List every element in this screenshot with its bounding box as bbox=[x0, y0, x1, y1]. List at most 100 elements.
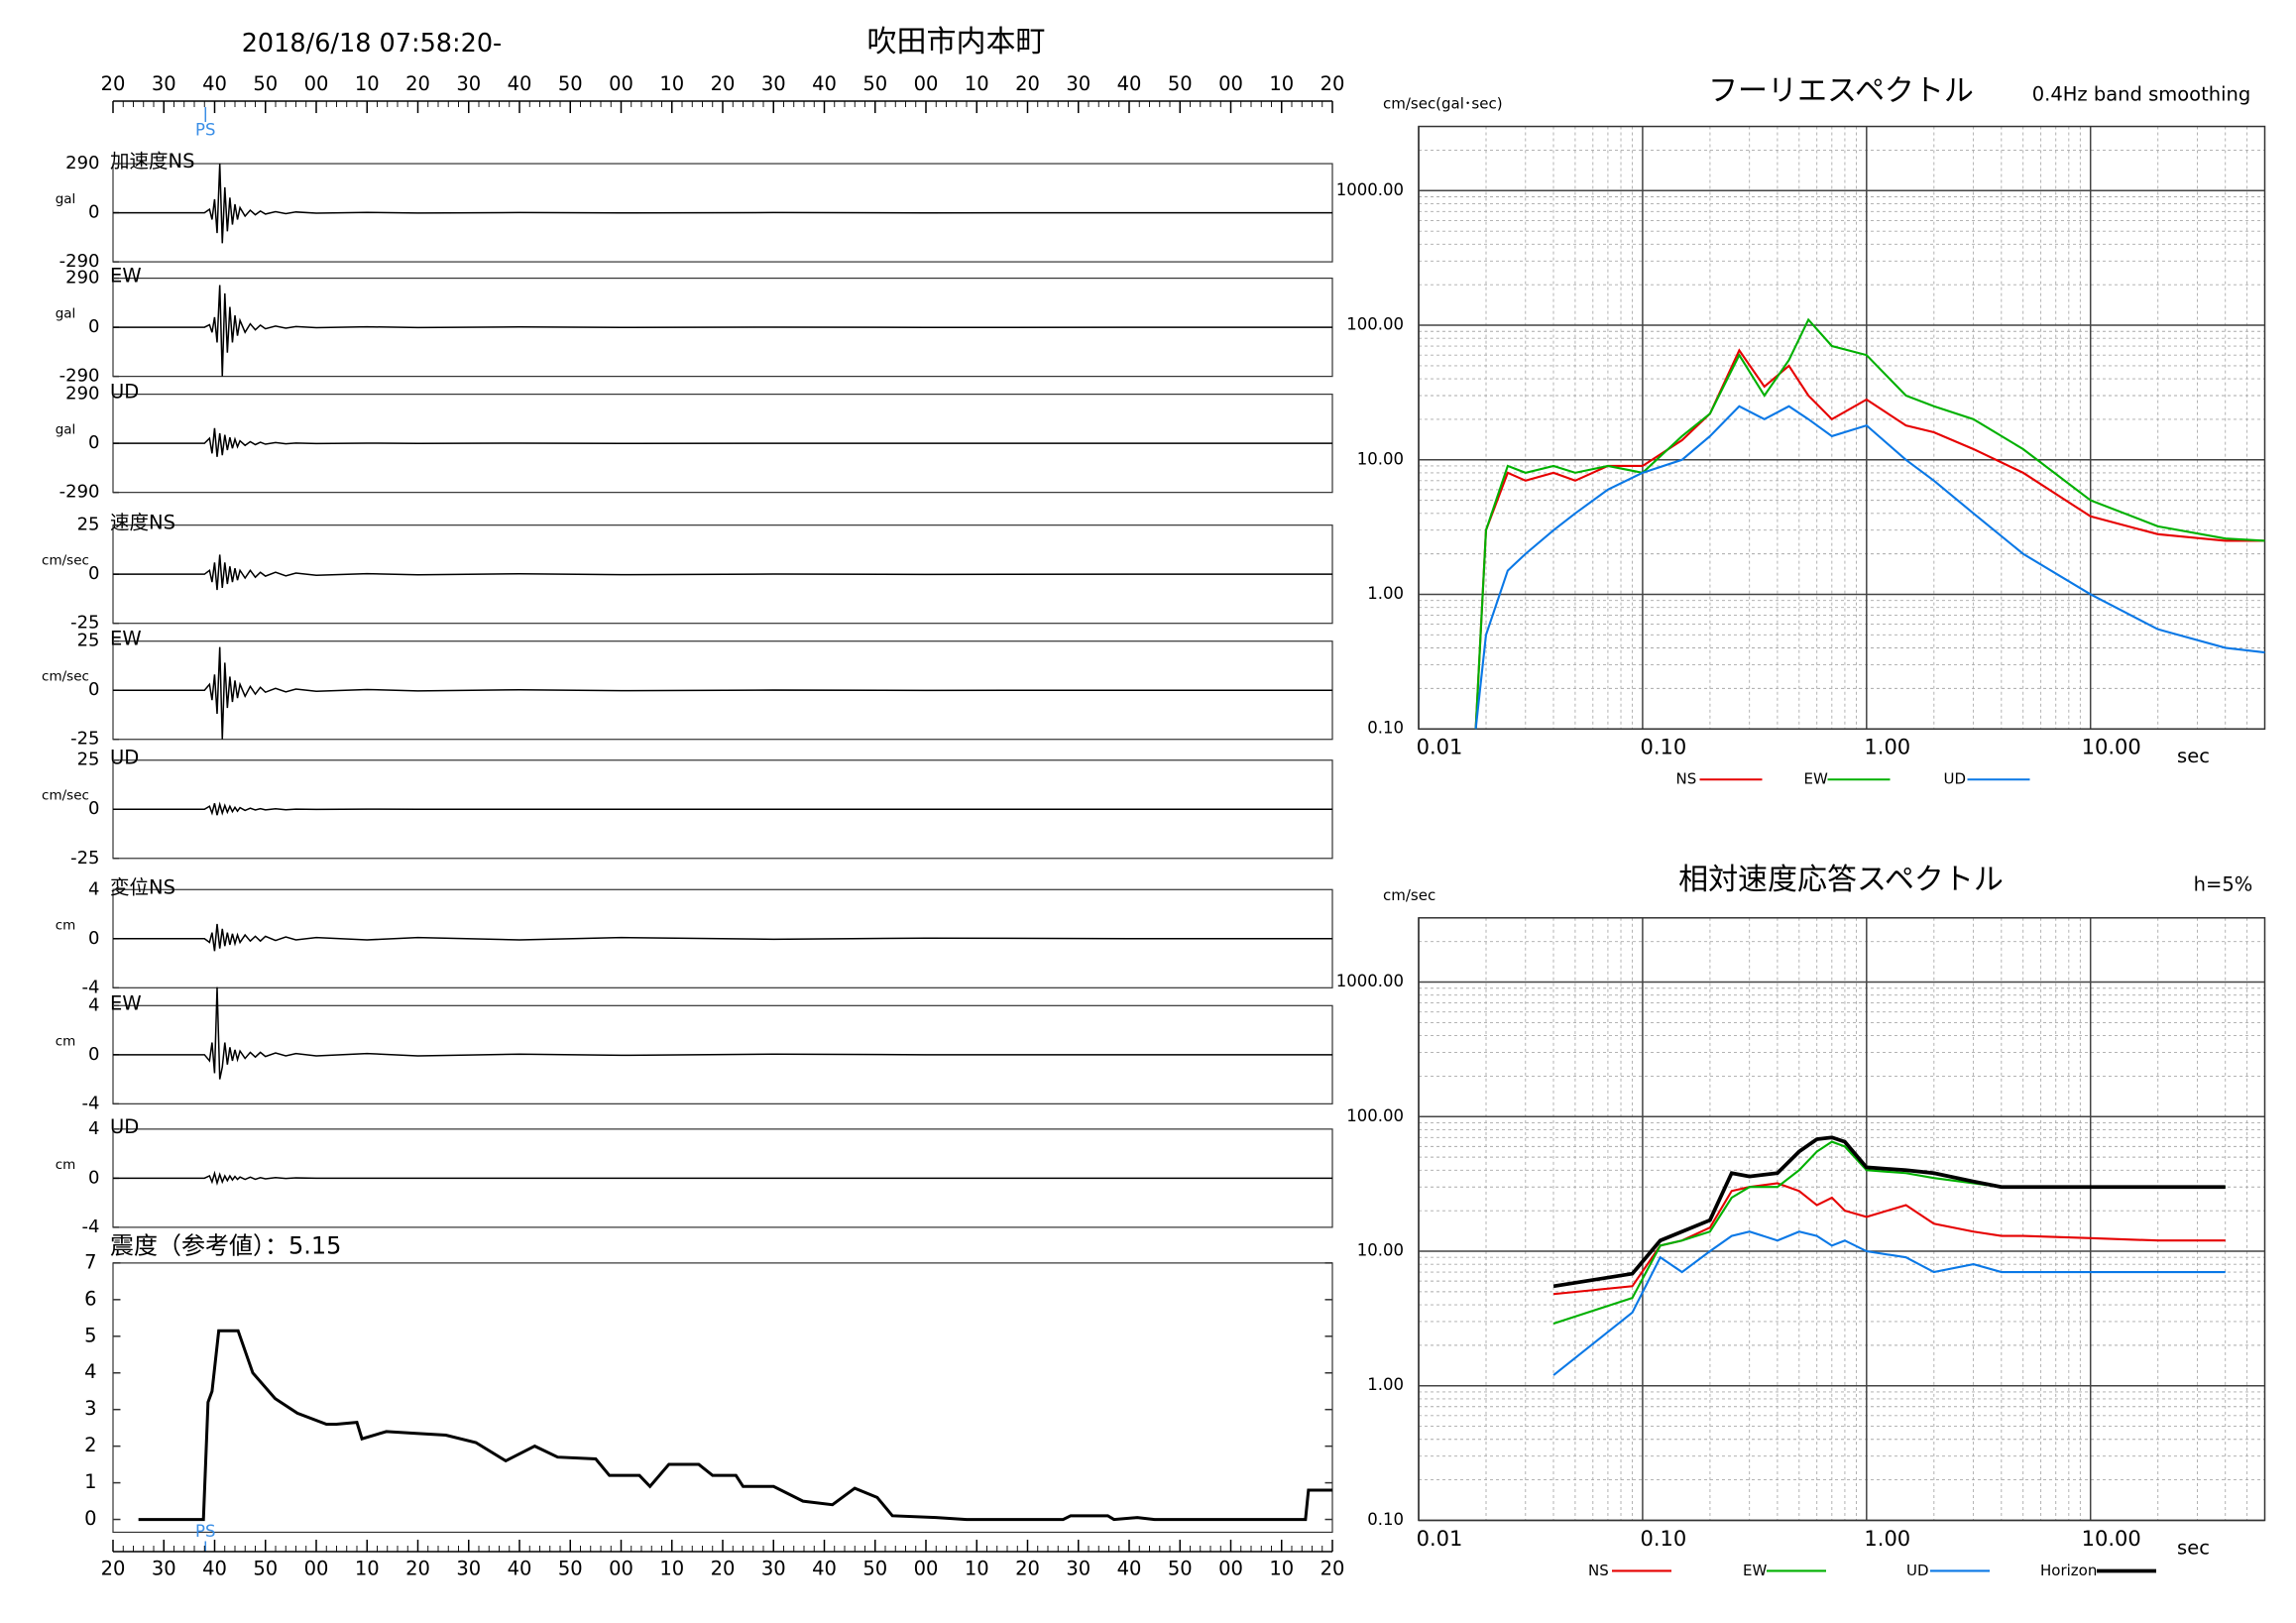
y-tick-label: 100.00 bbox=[1346, 315, 1404, 334]
x-tick-label: 50 bbox=[862, 1557, 887, 1579]
y-tick-label: 1 bbox=[84, 1470, 96, 1493]
x-tick-label: 50 bbox=[1168, 1557, 1193, 1579]
ps-label: PS bbox=[195, 1522, 215, 1541]
waveform bbox=[113, 801, 1332, 816]
spectrum-title: フーリエスペクトル bbox=[1708, 74, 1974, 109]
unit-label: gal bbox=[56, 306, 76, 322]
legend-label: EW bbox=[1743, 1562, 1767, 1579]
x-tick-label: 30 bbox=[761, 1557, 786, 1579]
x-tick-label: 30 bbox=[152, 1557, 176, 1579]
x-tick-label: 00 bbox=[304, 1557, 329, 1579]
y-tick-label: 4 bbox=[88, 878, 99, 899]
y-tick-label: 25 bbox=[77, 515, 100, 535]
unit-label: cm/sec bbox=[42, 669, 89, 685]
y-tick-label: 3 bbox=[84, 1397, 96, 1420]
spectrum-title: 相対速度応答スペクトル bbox=[1678, 863, 2004, 897]
y-tick-label: -290 bbox=[59, 482, 100, 503]
y-tick-label: 290 bbox=[65, 268, 99, 289]
panel-name: 速度NS bbox=[110, 512, 175, 534]
panel-name: 加速度NS bbox=[110, 150, 194, 173]
waveform bbox=[113, 427, 1332, 457]
x-tick-label: 30 bbox=[152, 72, 176, 95]
y-tick-label: -290 bbox=[59, 251, 100, 272]
x-tick-label: 40 bbox=[508, 72, 532, 95]
panel-name: EW bbox=[110, 265, 142, 288]
y-tick-label: 0 bbox=[88, 563, 99, 584]
y-tick-label: 100.00 bbox=[1346, 1106, 1404, 1125]
x-tick-label: 40 bbox=[508, 1557, 532, 1579]
panel-name: EW bbox=[110, 628, 142, 650]
x-tick-label: 0.10 bbox=[1641, 1527, 1687, 1551]
panel-name: UD bbox=[110, 381, 139, 404]
y-tick-label: 1000.00 bbox=[1336, 180, 1404, 199]
waveform bbox=[113, 1170, 1332, 1187]
unit-label: gal bbox=[56, 191, 76, 207]
intensity-title: 震度（参考値）：5.15 bbox=[110, 1231, 341, 1259]
y-tick-label: 0 bbox=[88, 316, 99, 337]
spectrum-line bbox=[1552, 1182, 2226, 1296]
y-tick-label: 0 bbox=[88, 798, 99, 819]
x-tick-label: 50 bbox=[558, 72, 583, 95]
spectrum-line bbox=[1552, 1230, 2226, 1376]
y-tick-label: -4 bbox=[82, 977, 100, 997]
x-tick-label: 40 bbox=[812, 1557, 837, 1579]
x-tick-label: 00 bbox=[1218, 72, 1243, 95]
x-tick-label: 30 bbox=[456, 72, 481, 95]
x-tick-label: 1.00 bbox=[1864, 736, 1910, 759]
x-tick-label: 10 bbox=[659, 72, 684, 95]
x-tick-label: 50 bbox=[558, 1557, 583, 1579]
y-tick-label: 0 bbox=[88, 928, 99, 949]
y-unit: cm/sec bbox=[1383, 886, 1435, 904]
x-tick-label: 00 bbox=[304, 72, 329, 95]
x-tick-label: 20 bbox=[101, 72, 126, 95]
x-tick-label: 20 bbox=[1015, 1557, 1040, 1579]
legend-label: NS bbox=[1588, 1562, 1609, 1579]
x-tick-label: 00 bbox=[609, 1557, 633, 1579]
y-tick-label: 0 bbox=[88, 202, 99, 223]
y-tick-label: 4 bbox=[88, 1118, 99, 1139]
unit-label: cm bbox=[56, 1033, 76, 1049]
x-tick-label: 20 bbox=[405, 72, 430, 95]
y-tick-label: 0.10 bbox=[1367, 719, 1404, 738]
x-tick-label: 0.10 bbox=[1641, 736, 1687, 759]
y-tick-label: 0 bbox=[88, 1044, 99, 1065]
y-tick-label: 6 bbox=[84, 1287, 96, 1310]
y-tick-label: -4 bbox=[82, 1217, 100, 1237]
y-tick-label: 2 bbox=[84, 1434, 96, 1456]
x-tick-label: 10 bbox=[1269, 72, 1294, 95]
spectrum-line bbox=[1474, 317, 2265, 730]
x-tick-label: 30 bbox=[1066, 72, 1091, 95]
panel-name: 変位NS bbox=[110, 875, 175, 898]
ps-label: PS bbox=[195, 121, 215, 140]
y-unit: cm/sec(gal･sec) bbox=[1383, 95, 1503, 113]
legend-label: Horizon bbox=[2040, 1562, 2097, 1579]
panel-name: EW bbox=[110, 991, 142, 1014]
spectrum-line bbox=[1474, 348, 2265, 730]
x-tick-label: 50 bbox=[253, 72, 278, 95]
y-tick-label: 1.00 bbox=[1367, 584, 1404, 603]
y-tick-label: 0.10 bbox=[1367, 1510, 1404, 1529]
y-tick-label: 1.00 bbox=[1367, 1375, 1404, 1394]
y-tick-label: 290 bbox=[65, 384, 99, 405]
x-tick-label: 00 bbox=[914, 72, 939, 95]
x-tick-label: 50 bbox=[862, 72, 887, 95]
x-tick-label: 00 bbox=[914, 1557, 939, 1579]
legend-label: UD bbox=[1906, 1562, 1929, 1579]
station: 吹田市内本町 bbox=[867, 25, 1046, 59]
x-tick-label: 10 bbox=[355, 72, 380, 95]
unit-label: cm/sec bbox=[42, 553, 89, 569]
panel-frame bbox=[112, 1262, 1333, 1534]
waveform bbox=[113, 986, 1332, 1080]
x-tick-label: 20 bbox=[101, 1557, 126, 1579]
intensity-line bbox=[138, 1329, 1332, 1522]
x-tick-label: 30 bbox=[1066, 1557, 1091, 1579]
y-tick-label: 10.00 bbox=[1357, 449, 1404, 468]
y-tick-label: -25 bbox=[70, 729, 99, 750]
x-tick-label: 1.00 bbox=[1864, 1527, 1910, 1551]
panel-name: UD bbox=[110, 1115, 139, 1138]
x-tick-label: 10 bbox=[1269, 1557, 1294, 1579]
waveform bbox=[113, 923, 1332, 952]
y-tick-label: 10.00 bbox=[1357, 1241, 1404, 1260]
y-tick-label: 290 bbox=[65, 153, 99, 174]
spectrum-line bbox=[1474, 405, 2265, 730]
